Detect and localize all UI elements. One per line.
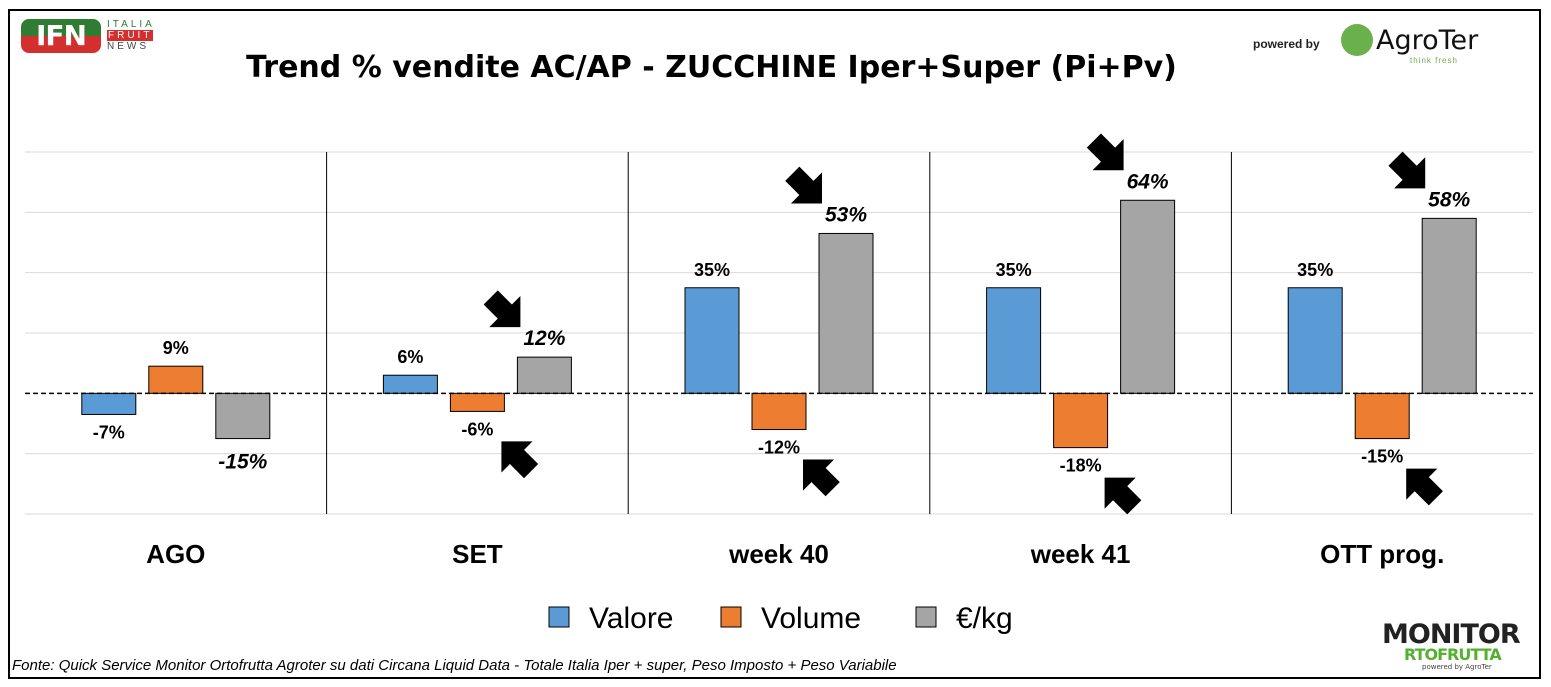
data-label: 35% [694,260,730,280]
data-label: -15% [218,451,267,474]
bar-volume [1354,392,1410,440]
bar-volume [449,392,505,412]
arrow-shape [1086,133,1124,171]
data-label: 6% [397,347,423,367]
bar-volume [1053,392,1109,449]
bar-kg [818,232,874,394]
bar-valore [81,392,137,415]
arrow-shape [785,166,822,204]
bar-valore [382,374,438,394]
data-label: 53% [825,203,867,226]
bar-kg [215,392,271,440]
arrow-shape [501,441,539,479]
arrow-icon [501,441,539,479]
category-label: AGO [146,539,205,569]
data-label: 9% [163,338,189,358]
bar-kg [1421,217,1477,394]
category-label: week 41 [1030,539,1131,569]
legend-swatch [548,606,570,628]
data-label: -18% [1060,456,1102,476]
arrow-icon [1104,477,1142,515]
arrow-icon [1388,151,1426,189]
bar-volume [148,365,204,394]
category-label: SET [452,539,503,569]
bar-valore [684,287,740,394]
ifn-logo: IFN ITALIA FRUIT NEWS [21,19,155,53]
data-label: -15% [1361,447,1403,467]
powered-by-label: powered by [1253,37,1320,51]
category-label: week 40 [728,539,829,569]
arrow-icon [803,459,840,497]
data-label: -12% [758,438,800,458]
data-label: -6% [461,419,493,439]
bar-kg [1120,199,1176,394]
data-label: 12% [523,327,565,350]
tree-icon [1341,24,1373,56]
data-label: 64% [1127,170,1169,193]
legend-label: Valore [589,602,674,635]
bar-volume [751,392,807,431]
data-label: 58% [1428,188,1470,211]
monitor-ortofrutta-logo: MONITOR RTOFRUTTA powered by AgroTer [1382,619,1521,671]
arrow-icon [785,166,822,204]
legend-label: Volume [761,602,861,635]
chart-title: Trend % vendite AC/AP - ZUCCHINE Iper+Su… [246,50,1177,85]
data-label: 35% [996,260,1032,280]
data-label: 35% [1297,260,1333,280]
bar-kg [516,356,572,394]
source-note: Fonte: Quick Service Monitor Ortofrutta … [12,657,897,674]
legend-swatch [915,606,937,628]
arrow-icon [1406,468,1443,506]
bar-valore [1287,287,1343,394]
category-label: OTT prog. [1320,539,1444,569]
arrow-shape [483,290,521,328]
bar-valore [986,287,1042,394]
chart-frame [8,9,1541,679]
legend-label: €/kg [956,602,1013,635]
agroter-tagline: think fresh [1410,56,1458,65]
data-label: -7% [93,422,125,442]
arrow-shape [1406,468,1443,506]
arrow-icon [1086,133,1124,171]
arrow-shape [1104,477,1142,515]
legend-swatch [720,606,742,628]
agroter-logo: AgroTer [1341,24,1478,56]
arrow-shape [803,459,840,497]
arrow-shape [1388,151,1426,189]
arrow-icon [483,290,521,328]
